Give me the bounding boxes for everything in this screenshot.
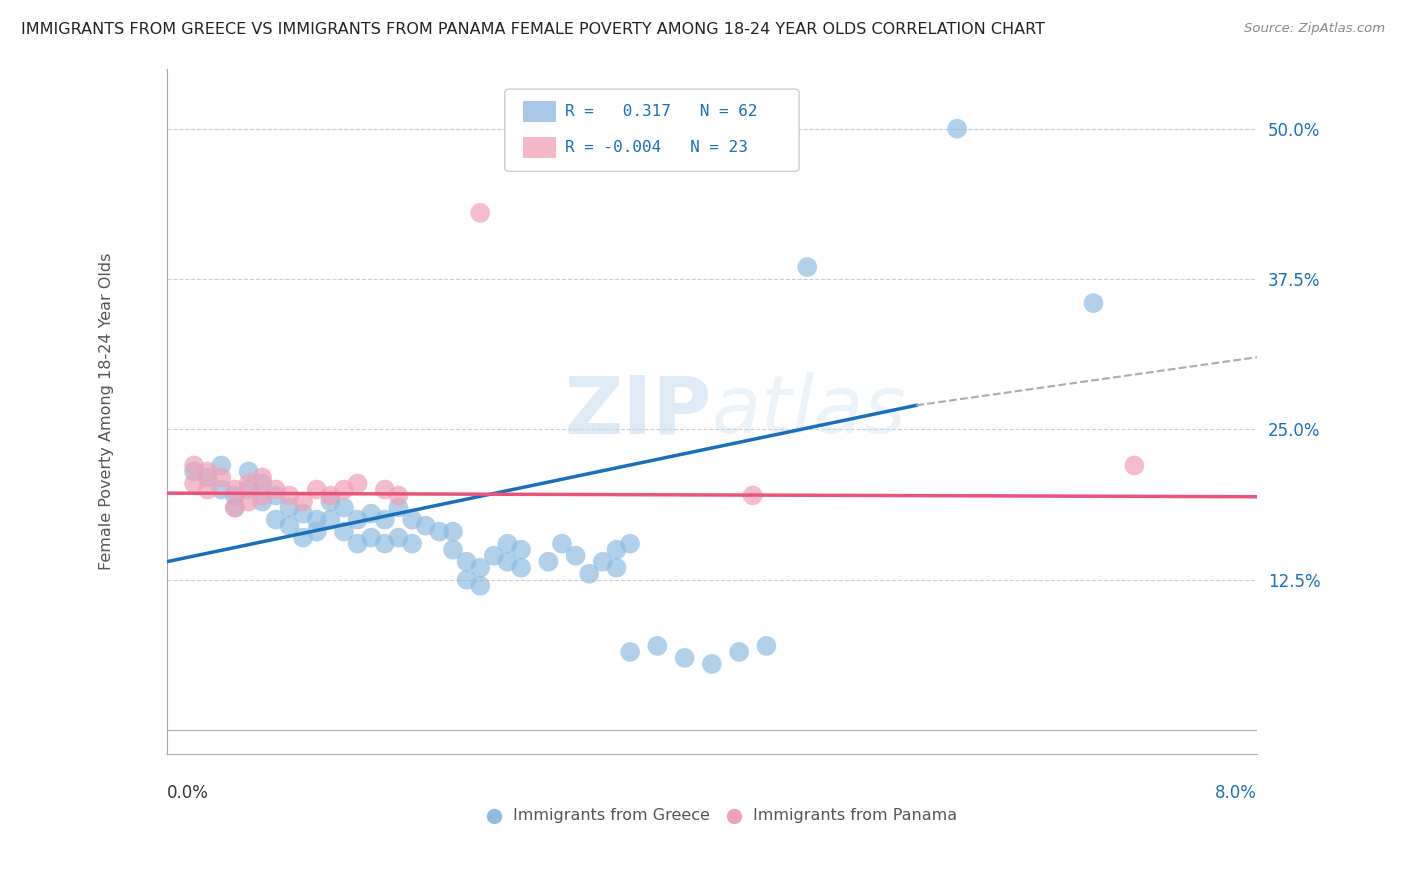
Point: [1083, 296, 1105, 310]
Point: [197, 465, 219, 479]
Text: Immigrants from Greece: Immigrants from Greece: [513, 808, 710, 823]
Point: [456, 573, 478, 587]
Point: [333, 500, 356, 515]
Text: Immigrants from Panama: Immigrants from Panama: [754, 808, 957, 823]
Point: [333, 483, 356, 497]
Point: [415, 518, 437, 533]
Point: [374, 536, 396, 550]
Point: [537, 555, 560, 569]
Point: [333, 524, 356, 539]
Point: [510, 560, 533, 574]
Point: [741, 489, 763, 503]
Point: [264, 489, 287, 503]
Text: ZIP: ZIP: [565, 372, 711, 450]
Point: [605, 560, 627, 574]
Point: [346, 536, 368, 550]
Point: [496, 536, 519, 550]
Point: [346, 513, 368, 527]
Point: [700, 657, 723, 671]
Point: [278, 518, 301, 533]
Point: [278, 489, 301, 503]
Text: Female Poverty Among 18-24 Year Olds: Female Poverty Among 18-24 Year Olds: [100, 252, 114, 570]
Text: atlas: atlas: [711, 372, 907, 450]
Point: [183, 458, 205, 473]
Point: [278, 500, 301, 515]
Text: Source: ZipAtlas.com: Source: ZipAtlas.com: [1244, 22, 1385, 36]
Point: [224, 500, 246, 515]
Point: [250, 489, 273, 503]
Point: [250, 470, 273, 484]
Text: R =   0.317   N = 62: R = 0.317 N = 62: [565, 104, 758, 120]
Point: [183, 476, 205, 491]
Point: [238, 483, 260, 497]
FancyBboxPatch shape: [523, 137, 555, 158]
Point: [427, 524, 450, 539]
Point: [250, 494, 273, 508]
Point: [209, 458, 232, 473]
Point: [209, 483, 232, 497]
Point: [619, 536, 641, 550]
Point: [305, 524, 328, 539]
Point: [224, 489, 246, 503]
Point: [374, 513, 396, 527]
Point: [360, 507, 382, 521]
Point: [619, 645, 641, 659]
Point: [673, 651, 696, 665]
Point: [238, 465, 260, 479]
Point: [496, 555, 519, 569]
Point: [346, 476, 368, 491]
Point: [387, 531, 409, 545]
Point: [401, 536, 423, 550]
Point: [319, 513, 342, 527]
Point: [564, 549, 586, 563]
Point: [250, 476, 273, 491]
Point: [292, 494, 315, 508]
Point: [1123, 458, 1146, 473]
Point: [510, 542, 533, 557]
Point: [456, 555, 478, 569]
Point: [264, 513, 287, 527]
Point: [292, 507, 315, 521]
Point: [305, 513, 328, 527]
Point: [946, 121, 969, 136]
Text: R = -0.004   N = 23: R = -0.004 N = 23: [565, 140, 748, 155]
Text: IMMIGRANTS FROM GREECE VS IMMIGRANTS FROM PANAMA FEMALE POVERTY AMONG 18-24 YEAR: IMMIGRANTS FROM GREECE VS IMMIGRANTS FRO…: [21, 22, 1045, 37]
Point: [360, 531, 382, 545]
Point: [387, 489, 409, 503]
Point: [647, 639, 669, 653]
Text: 0.0%: 0.0%: [167, 784, 208, 802]
Point: [470, 560, 492, 574]
Point: [728, 645, 751, 659]
Point: [292, 531, 315, 545]
Point: [224, 483, 246, 497]
Point: [755, 639, 778, 653]
Point: [482, 549, 505, 563]
Point: [183, 465, 205, 479]
Point: [197, 470, 219, 484]
Text: 8.0%: 8.0%: [1215, 784, 1257, 802]
Point: [209, 470, 232, 484]
Point: [264, 483, 287, 497]
Point: [578, 566, 600, 581]
Point: [238, 494, 260, 508]
Point: [238, 476, 260, 491]
Point: [605, 542, 627, 557]
Point: [319, 494, 342, 508]
Point: [592, 555, 614, 569]
Point: [197, 483, 219, 497]
FancyBboxPatch shape: [505, 89, 799, 171]
Point: [441, 524, 464, 539]
Point: [551, 536, 574, 550]
Point: [401, 513, 423, 527]
Point: [470, 579, 492, 593]
Point: [305, 483, 328, 497]
Point: [319, 489, 342, 503]
Point: [387, 500, 409, 515]
Point: [796, 260, 818, 274]
Point: [224, 500, 246, 515]
FancyBboxPatch shape: [523, 102, 555, 122]
Point: [470, 206, 492, 220]
Point: [441, 542, 464, 557]
Point: [374, 483, 396, 497]
